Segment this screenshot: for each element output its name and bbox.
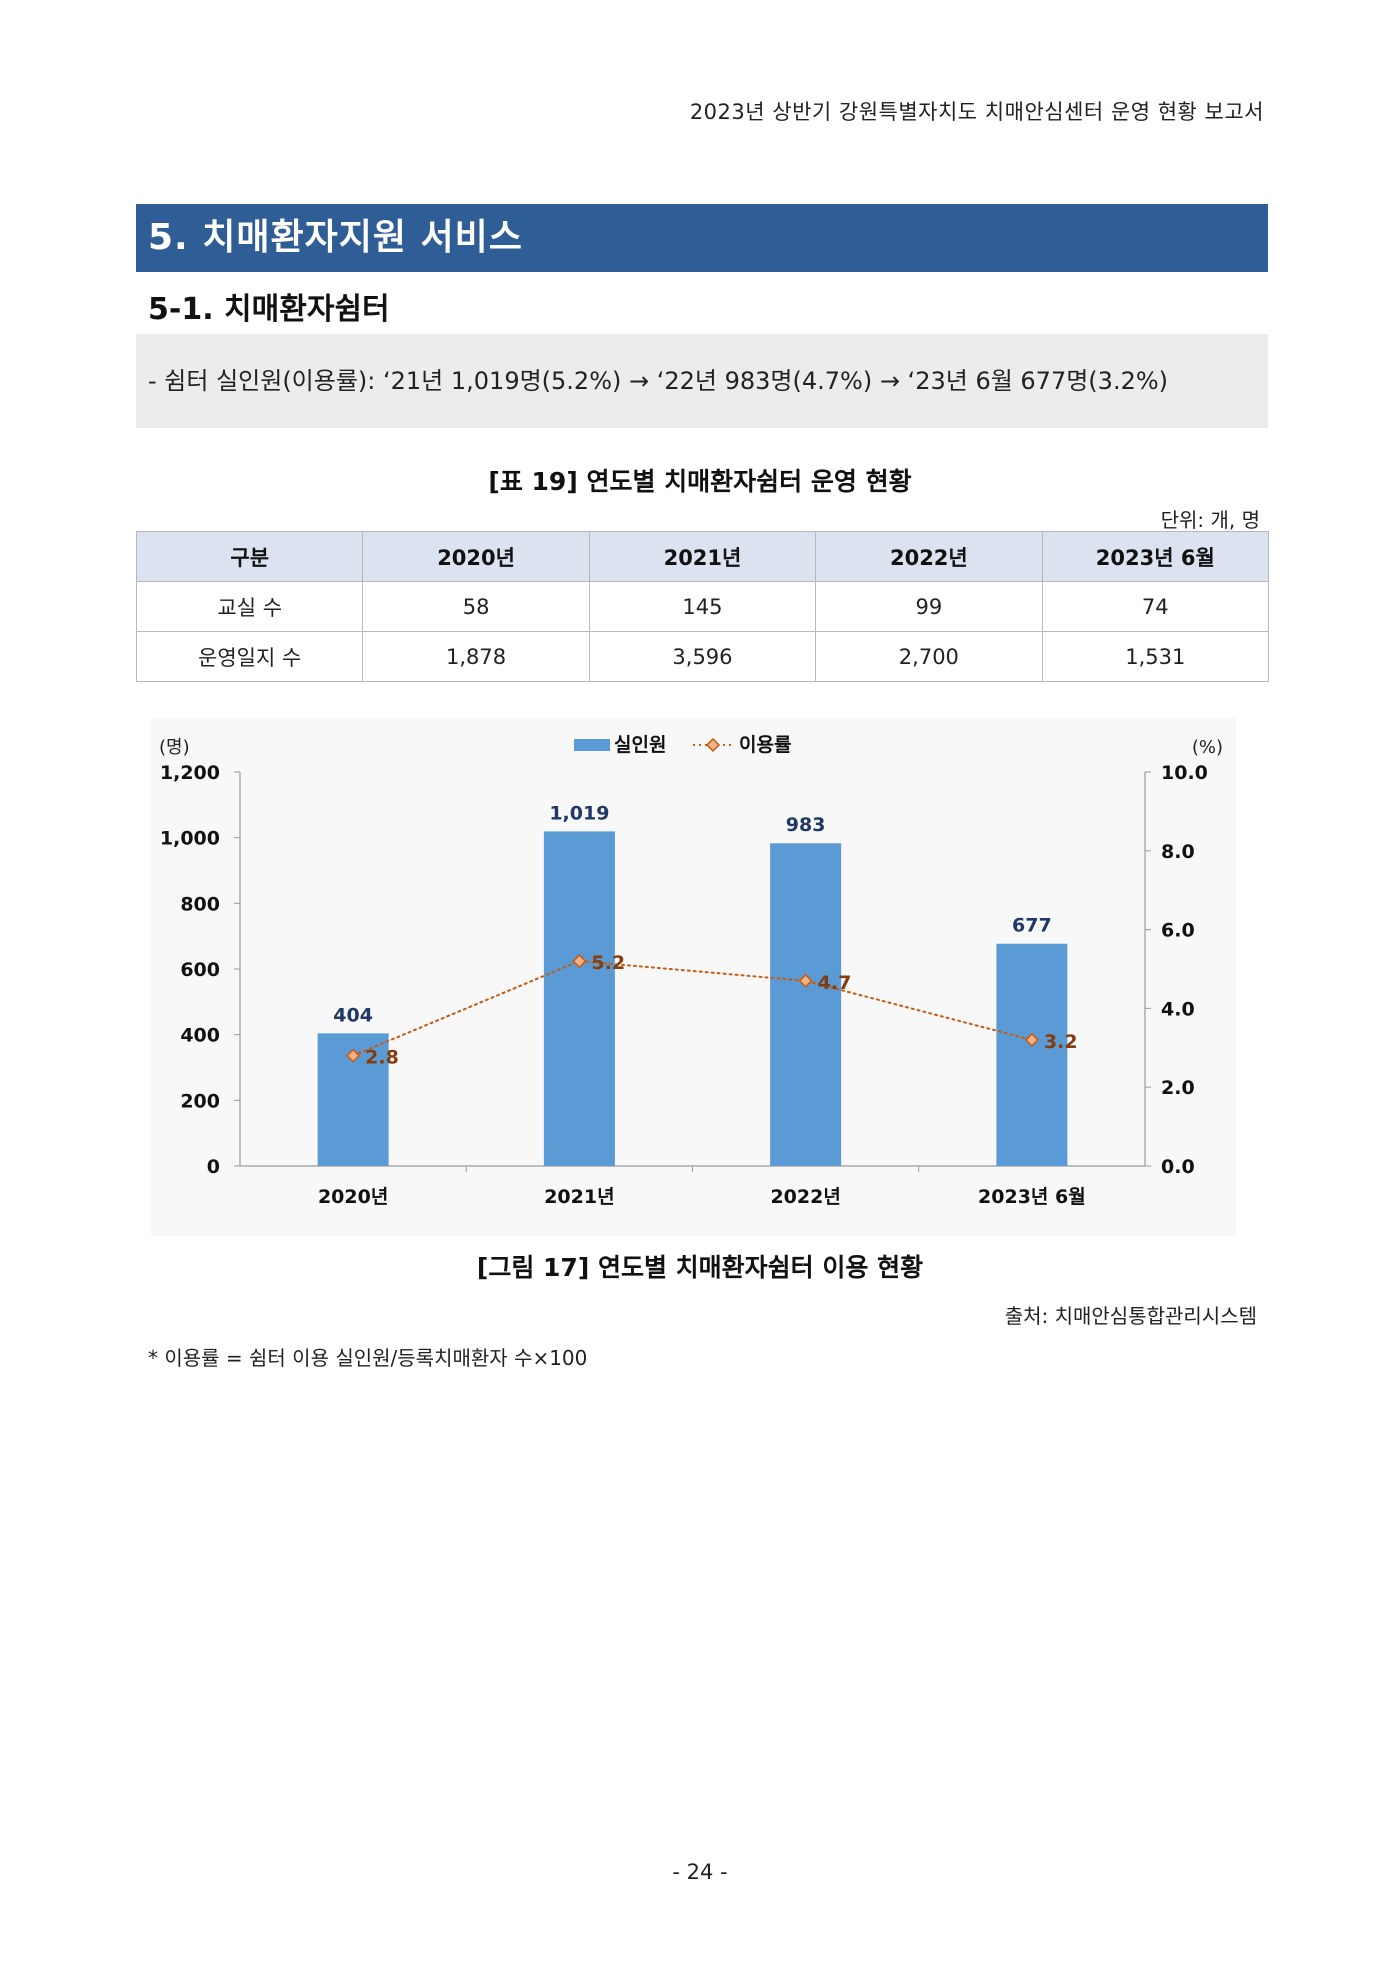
y-right-tick-label: 4.0: [1161, 998, 1195, 1020]
source-note: 출처: 치매안심통합관리시스템: [1004, 1304, 1257, 1328]
y-right-tick-label: 6.0: [1161, 920, 1195, 942]
y-left-tick-label: 200: [180, 1090, 220, 1112]
chart-canvas: 0 200 400 600 800 1,000 1,200 0.0 2.0 4.0 6.0 8.0 10…: [159, 734, 1223, 1208]
table-cell: 1,878: [362, 631, 590, 682]
y-left-tick-label: 1,200: [160, 762, 220, 784]
rate-value-label: 4.7: [818, 972, 852, 994]
summary-text: - 쉼터 실인원(이용률): ‘21년 1,019명(5.2%) → ‘22년 …: [148, 367, 1169, 395]
table-header-cell: 구분: [135, 531, 364, 582]
y-right-tick-label: 8.0: [1161, 841, 1195, 863]
y-left-tick-label: 1,000: [160, 828, 220, 850]
y-right-tick-label: 10.0: [1161, 762, 1208, 784]
subsection-title: 5-1. 치매환자쉼터: [148, 292, 390, 327]
table-cell: 3,596: [588, 631, 817, 682]
y-left-tick-label: 600: [180, 959, 220, 981]
page-number: - 24 -: [672, 1860, 728, 1884]
legend-bar-label: 실인원: [614, 734, 666, 756]
table-row: 운영일지 수 1,878 3,596 2,700 1,531: [135, 631, 1270, 682]
table-header-cell: 2021년: [588, 531, 817, 582]
bar: [996, 943, 1068, 1166]
table-header-row: 구분 2020년 2021년 2022년 2023년 6월: [135, 531, 1270, 582]
bar: [543, 831, 615, 1166]
shelter-usage-chart: 0 200 400 600 800 1,000 1,200 0.0 2.0 4.0 6.0 8.0 10…: [151, 718, 1236, 1236]
rate-point: [346, 1048, 361, 1063]
table-header-cell: 2022년: [815, 531, 1043, 582]
table-cell: 145: [588, 581, 817, 632]
bar-value-label: 404: [333, 1004, 373, 1026]
y-left-unit-label: (명): [159, 737, 190, 758]
rate-value-label: 3.2: [1044, 1031, 1078, 1053]
x-tick-label: 2023년 6월: [978, 1186, 1086, 1208]
table-cell: 99: [815, 581, 1043, 632]
legend-line-marker: [705, 737, 721, 753]
y-left-tick-label: 0: [207, 1156, 220, 1178]
y-left-tick-label: 400: [180, 1025, 220, 1047]
table-cell: 1,531: [1041, 631, 1270, 682]
section-title: 5. 치매환자지원 서비스: [136, 204, 1268, 272]
rate-point: [572, 954, 587, 969]
x-tick-label: 2020년: [318, 1186, 388, 1208]
table-cell: 58: [362, 581, 590, 632]
y-right-unit-label: (%): [1192, 737, 1223, 758]
bar-value-label: 677: [1012, 915, 1052, 937]
figure-caption: [그림 17] 연도별 치매환자쉼터 이용 현황: [476, 1253, 924, 1282]
x-tick-label: 2021년: [544, 1186, 614, 1208]
y-right-tick-label: 2.0: [1161, 1077, 1195, 1099]
y-right-tick-label: 0.0: [1161, 1156, 1195, 1178]
legend-bar-swatch: [574, 739, 610, 751]
table-row: 교실 수 58 145 99 74: [135, 581, 1270, 632]
table-header-cell: 2023년 6월: [1041, 531, 1270, 582]
bar-value-label: 1,019: [549, 802, 609, 824]
rate-point: [798, 973, 813, 988]
y-left-tick-label: 800: [180, 893, 220, 915]
running-header: 2023년 상반기 강원특별자치도 치매안심센터 운영 현황 보고서: [689, 100, 1264, 124]
table-cell: 74: [1041, 581, 1270, 632]
table-caption: [표 19] 연도별 치매환자쉼터 운영 현황: [488, 467, 912, 496]
table-header-cell: 2020년: [362, 531, 590, 582]
rate-value-label: 2.8: [365, 1047, 399, 1069]
table-unit: 단위: 개, 명: [1160, 508, 1260, 532]
x-tick-label: 2022년: [770, 1186, 840, 1208]
table-cell: 2,700: [815, 631, 1043, 682]
shelter-operation-table: 구분 2020년 2021년 2022년 2023년 6월 교실 수 58 14…: [135, 531, 1270, 682]
rate-line: [352, 960, 1033, 1057]
bar-value-label: 983: [786, 814, 826, 836]
rate-value-label: 5.2: [591, 952, 625, 974]
legend-line-label: 이용률: [739, 734, 791, 756]
table-cell: 교실 수: [135, 581, 364, 632]
footnote: * 이용률 = 쉼터 이용 실인원/등록치매환자 수×100: [148, 1346, 588, 1370]
summary-box: - 쉼터 실인원(이용률): ‘21년 1,019명(5.2%) → ‘22년 …: [136, 334, 1268, 428]
rate-point: [1024, 1032, 1039, 1047]
table-cell: 운영일지 수: [135, 631, 364, 682]
bar: [770, 843, 842, 1166]
